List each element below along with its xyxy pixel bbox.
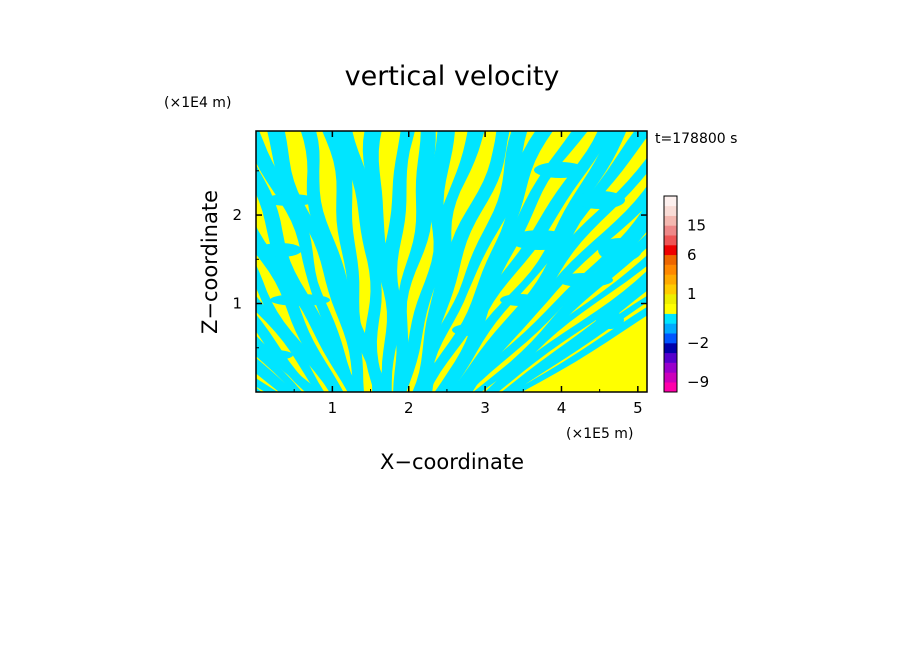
negative-patch <box>596 311 624 329</box>
colorbar-level <box>664 333 677 344</box>
colorbar-level <box>664 235 677 246</box>
x-tick-label: 3 <box>480 399 490 417</box>
colorbar-level <box>664 352 677 363</box>
negative-band <box>256 164 364 392</box>
negative-patch <box>270 294 330 306</box>
negative-band <box>487 270 647 392</box>
negative-band <box>256 366 288 392</box>
colorbar-frame <box>663 195 678 393</box>
negative-band <box>256 314 317 392</box>
negative-band <box>335 131 386 392</box>
colorbar-level <box>664 264 677 275</box>
colorbar <box>664 196 677 393</box>
negative-band <box>256 378 278 392</box>
negative-patch <box>500 294 540 306</box>
negative-band <box>256 378 276 392</box>
colorbar-label: 6 <box>687 246 697 264</box>
negative-band <box>440 131 611 392</box>
negative-band <box>419 131 553 392</box>
colorbar-level <box>664 274 677 285</box>
colorbar-label: 15 <box>687 216 706 234</box>
negative-band <box>484 255 647 392</box>
negative-band <box>256 241 344 392</box>
negative-band <box>322 131 389 392</box>
negative-band <box>256 379 277 392</box>
negative-patch <box>534 162 586 178</box>
x-axis: 1 2 3 4 5 <box>293 131 643 417</box>
negative-band <box>395 131 455 392</box>
colorbar-level <box>664 372 677 383</box>
colorbar-level <box>664 254 677 265</box>
plot-area <box>256 131 647 392</box>
negative-band <box>256 357 295 392</box>
negative-band <box>256 387 262 392</box>
x-tick-label: 1 <box>328 399 338 417</box>
colorbar-level <box>664 225 677 236</box>
negative-band <box>393 131 436 392</box>
colorbar-level <box>664 382 677 393</box>
colorbar-label: 1 <box>687 285 697 303</box>
colorbar-level <box>664 215 677 226</box>
negative-band <box>486 233 647 392</box>
y-axis-title: Z−coordinate <box>198 190 222 334</box>
negative-band <box>256 360 297 392</box>
negative-patch <box>557 273 613 287</box>
colorbar-level <box>664 362 677 373</box>
time-label: t=178800 s <box>655 131 737 147</box>
x-unit-label: (×1E5 m) <box>566 426 633 442</box>
colorbar-level <box>664 323 677 334</box>
x-tick-label: 4 <box>557 399 567 417</box>
colorbar-level <box>664 284 677 295</box>
negative-band <box>362 131 401 392</box>
colorbar-label: −2 <box>687 334 709 352</box>
colorbar-level <box>664 245 677 256</box>
negative-band <box>505 281 647 392</box>
colorbar-level <box>664 196 677 207</box>
colorbar-level <box>664 294 677 305</box>
negative-band <box>463 157 647 392</box>
negative-band <box>460 185 647 392</box>
y-tick-label: 2 <box>232 206 242 224</box>
y-axis: 12 <box>232 170 647 349</box>
colorbar-labels: 15 6 1 −2 −9 <box>687 216 709 391</box>
colorbar-level <box>664 313 677 324</box>
x-tick-label: 5 <box>633 399 643 417</box>
negative-patch <box>598 238 642 262</box>
negative-velocity-bands <box>256 131 647 392</box>
colorbar-level <box>664 343 677 354</box>
negative-patch <box>452 324 488 336</box>
negative-band <box>416 131 528 392</box>
colorbar-label: −9 <box>687 373 709 391</box>
negative-patch <box>264 194 316 206</box>
x-axis-title: X−coordinate <box>380 450 524 474</box>
negative-patch <box>575 191 625 209</box>
plot-frame <box>255 130 648 393</box>
negative-patch <box>510 230 570 250</box>
x-tick-label: 2 <box>404 399 414 417</box>
negative-patch <box>258 243 302 257</box>
colorbar-level <box>664 205 677 216</box>
chart-title: vertical velocity <box>345 61 560 92</box>
y-tick-label: 1 <box>232 295 242 313</box>
y-unit-label: (×1E4 m) <box>164 95 231 111</box>
negative-patch <box>257 350 293 360</box>
colorbar-level <box>664 303 677 314</box>
negative-band <box>421 131 510 392</box>
